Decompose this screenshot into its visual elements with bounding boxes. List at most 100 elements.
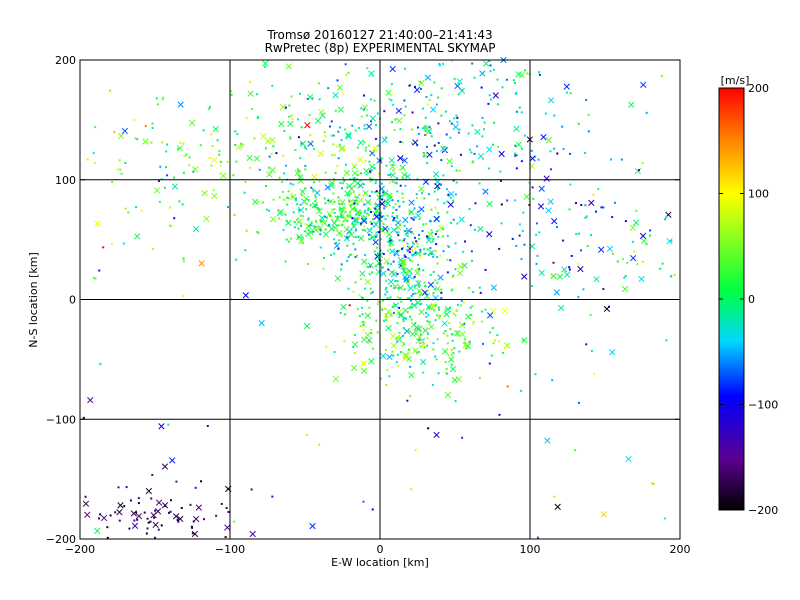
data-point-dot	[392, 206, 395, 209]
data-point-dot	[458, 128, 461, 131]
data-point-dot	[467, 286, 470, 289]
data-point-dot	[590, 234, 593, 237]
data-point-dot	[382, 266, 385, 269]
data-point-dot	[410, 488, 413, 491]
data-point-dot	[568, 208, 571, 211]
data-point-dot	[415, 240, 418, 243]
data-point-dot	[410, 318, 413, 321]
data-point-dot	[403, 224, 406, 227]
data-point-dot	[520, 389, 523, 392]
data-point-dot	[301, 190, 304, 193]
data-point-dot	[368, 306, 371, 309]
data-point-dot	[190, 525, 193, 528]
data-point-dot	[370, 210, 373, 213]
data-point-dot	[182, 260, 185, 263]
data-point-dot	[488, 167, 491, 170]
data-point-cross	[296, 233, 303, 241]
data-point-dot	[386, 312, 389, 315]
data-point-dot	[442, 227, 445, 230]
data-point-dot	[401, 239, 404, 242]
data-point-dot	[377, 191, 380, 194]
data-point-dot	[368, 340, 371, 343]
data-point-dot	[408, 245, 411, 248]
data-point-dot	[580, 203, 583, 206]
data-point-dot	[453, 347, 456, 350]
data-point-dot	[425, 222, 428, 225]
data-point-dot	[387, 268, 390, 271]
data-point-cross	[328, 225, 335, 232]
data-point-dot	[577, 263, 580, 266]
data-point-dot	[408, 211, 411, 214]
data-point-cross	[401, 157, 408, 164]
data-point-dot	[388, 181, 391, 184]
data-point-dot	[413, 253, 416, 256]
data-point-dot	[283, 129, 286, 132]
data-point-cross	[408, 199, 415, 206]
data-point-dot	[426, 162, 429, 165]
data-point-dot	[336, 145, 339, 148]
data-point-dot	[452, 352, 455, 355]
data-point-dot	[450, 333, 453, 336]
data-point-dot	[364, 159, 367, 162]
data-point-dot	[411, 142, 414, 145]
data-point-dot	[282, 154, 285, 157]
data-point-dot	[388, 197, 391, 200]
data-point-dot	[342, 176, 345, 179]
data-point-cross	[82, 500, 90, 507]
data-point-dot	[395, 361, 398, 364]
data-point-dot	[399, 297, 402, 300]
data-point-dot	[430, 252, 433, 255]
data-point-dot	[396, 182, 399, 185]
data-point-dot	[324, 171, 327, 174]
data-point-dot	[133, 519, 136, 522]
data-point-dot	[514, 152, 517, 155]
data-point-dot	[515, 167, 518, 170]
data-point-dot	[372, 225, 375, 228]
data-point-cross	[303, 195, 310, 203]
data-point-dot	[268, 166, 271, 169]
data-point-dot	[440, 297, 443, 300]
data-point-dot	[391, 305, 394, 308]
data-point-dot	[419, 87, 422, 90]
data-point-cross	[433, 431, 440, 439]
data-point-cross	[482, 188, 489, 195]
data-point-dot	[645, 242, 648, 245]
data-point-cross	[456, 78, 463, 85]
data-point-dot	[500, 203, 503, 206]
data-point-dot	[422, 151, 425, 154]
data-point-cross	[448, 190, 455, 198]
data-point-dot	[611, 252, 614, 255]
data-point-dot	[403, 114, 406, 117]
data-point-dot	[412, 293, 415, 296]
data-point-dot	[457, 131, 460, 134]
data-point-dot	[381, 195, 384, 198]
data-point-dot	[469, 306, 472, 309]
data-point-cross	[365, 123, 373, 130]
data-point-dot	[300, 194, 303, 197]
data-point-dot	[402, 318, 405, 321]
data-point-dot	[446, 334, 449, 337]
data-point-cross	[459, 331, 466, 338]
data-point-dot	[411, 306, 414, 309]
data-point-cross	[87, 396, 94, 404]
data-point-dot	[365, 146, 368, 149]
data-point-dot	[454, 193, 457, 196]
data-point-dot	[436, 188, 439, 191]
data-point-dot	[278, 196, 281, 199]
data-point-dot	[407, 257, 410, 260]
data-point-dot	[349, 215, 352, 218]
data-point-dot	[157, 103, 160, 106]
data-point-dot	[489, 98, 492, 101]
y-tick-label: −100	[46, 413, 76, 426]
data-point-dot	[440, 291, 443, 294]
data-point-cross	[432, 171, 440, 178]
data-point-dot	[403, 237, 406, 240]
data-point-dot	[327, 225, 330, 228]
data-point-cross	[343, 169, 350, 177]
data-point-cross	[363, 167, 370, 175]
data-point-dot	[589, 313, 592, 316]
data-point-cross	[357, 196, 365, 204]
data-point-cross	[331, 219, 338, 227]
data-point-cross	[543, 175, 550, 182]
data-point-cross	[339, 198, 346, 206]
